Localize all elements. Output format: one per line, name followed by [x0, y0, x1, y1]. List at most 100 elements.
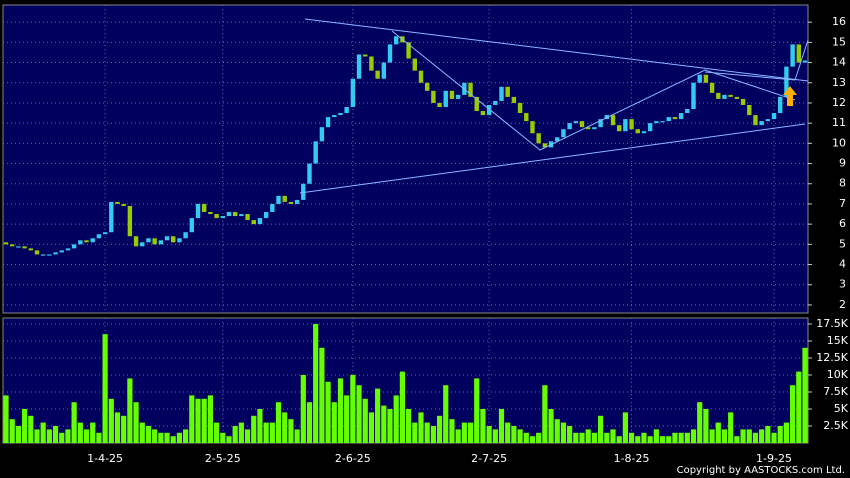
volume-bar [195, 398, 201, 443]
volume-bar [771, 432, 777, 443]
volume-bar [492, 429, 498, 443]
volume-bar [740, 429, 746, 443]
volume-bar [356, 385, 362, 443]
candle-body [666, 117, 671, 122]
volume-bar [34, 429, 40, 443]
volume-bar [375, 388, 381, 443]
candle-body [177, 238, 182, 243]
volume-bar [579, 432, 585, 443]
candle-body [592, 127, 597, 130]
candle-body [140, 242, 145, 247]
volume-bar [350, 374, 356, 443]
volume-bar [319, 347, 325, 443]
candle-body [146, 238, 151, 243]
volume-bar [300, 374, 306, 443]
volume-bar [121, 415, 127, 443]
candle-body [288, 201, 294, 204]
trend-line [704, 39, 809, 81]
candle-body [294, 199, 300, 204]
volume-bar [201, 398, 207, 443]
volume-bar [412, 422, 418, 443]
volume-bar [622, 412, 628, 443]
y-tick-label: 5K [834, 402, 849, 415]
volume-bar [554, 419, 560, 443]
candle-body [90, 238, 95, 243]
volume-bar [282, 412, 288, 443]
volume-bar [83, 429, 90, 443]
candle-body [232, 212, 238, 217]
volume-bar [226, 436, 232, 443]
candle-body [332, 115, 337, 118]
volume-bar [114, 412, 121, 443]
volume-bar [325, 381, 331, 443]
candle-body [437, 102, 442, 107]
candle-body [257, 218, 263, 225]
candle-body [202, 203, 207, 213]
volume-bar [715, 422, 721, 443]
volume-bar [703, 408, 709, 443]
candle-body [796, 44, 802, 63]
candle-body [214, 214, 219, 219]
candle-body [239, 214, 244, 217]
volume-bar [46, 429, 52, 443]
y-tick-label: 11 [832, 116, 846, 129]
candle-body [449, 90, 455, 99]
marks [3, 36, 808, 443]
candle-body [586, 127, 591, 130]
candle-body [96, 234, 102, 239]
candle-body [691, 82, 696, 110]
volume-bar [548, 408, 554, 443]
volume-bar [610, 429, 616, 443]
candle-body [616, 125, 622, 132]
volume-bar [517, 429, 523, 443]
candle-body [282, 195, 287, 202]
y-tick-label: 9 [839, 157, 846, 170]
candle-body [734, 96, 740, 99]
volume-bar [418, 412, 424, 443]
volume-bar [40, 422, 46, 443]
candle-body [251, 220, 256, 225]
volume-bar [604, 432, 610, 443]
volume-bar [244, 429, 251, 443]
candle-body [493, 100, 498, 105]
volume-bar [28, 415, 34, 443]
volume-bar [573, 432, 579, 443]
candle-body [307, 163, 312, 184]
volume-bar [455, 429, 461, 443]
candle-body [121, 203, 126, 206]
volume-bar [77, 422, 83, 443]
volume-bar [269, 422, 275, 443]
y-tick-label: 12 [832, 96, 846, 109]
candle-body [47, 254, 52, 256]
volume-bar [635, 436, 641, 443]
y-tick-label: 12.5K [816, 351, 848, 364]
volume-bar [443, 385, 449, 443]
volume-bar [672, 432, 678, 443]
trend-line [304, 18, 809, 82]
candle-body [189, 218, 195, 233]
candle-body [511, 96, 517, 103]
candle-body [387, 44, 393, 63]
volume-bar [783, 422, 790, 443]
candle-body [499, 86, 504, 101]
candle-body [34, 250, 40, 255]
candle-body [208, 212, 213, 215]
volume-bar [313, 323, 319, 443]
candle-body [697, 74, 702, 83]
volume-bar [288, 419, 294, 443]
candle-body [195, 203, 201, 219]
volume-bar [449, 419, 455, 443]
candle-body [356, 54, 362, 79]
candle-body [133, 236, 139, 247]
volume-bar [653, 429, 659, 443]
candle-body [747, 104, 752, 116]
volume-bar [15, 425, 21, 443]
volume-bar [331, 402, 337, 443]
candle-body [629, 119, 634, 130]
volume-bar [424, 422, 430, 443]
candle-body [579, 121, 585, 128]
candle-body [672, 117, 678, 120]
volume-bar [52, 425, 59, 443]
candle-body [759, 121, 764, 126]
volume-bar [461, 422, 467, 443]
